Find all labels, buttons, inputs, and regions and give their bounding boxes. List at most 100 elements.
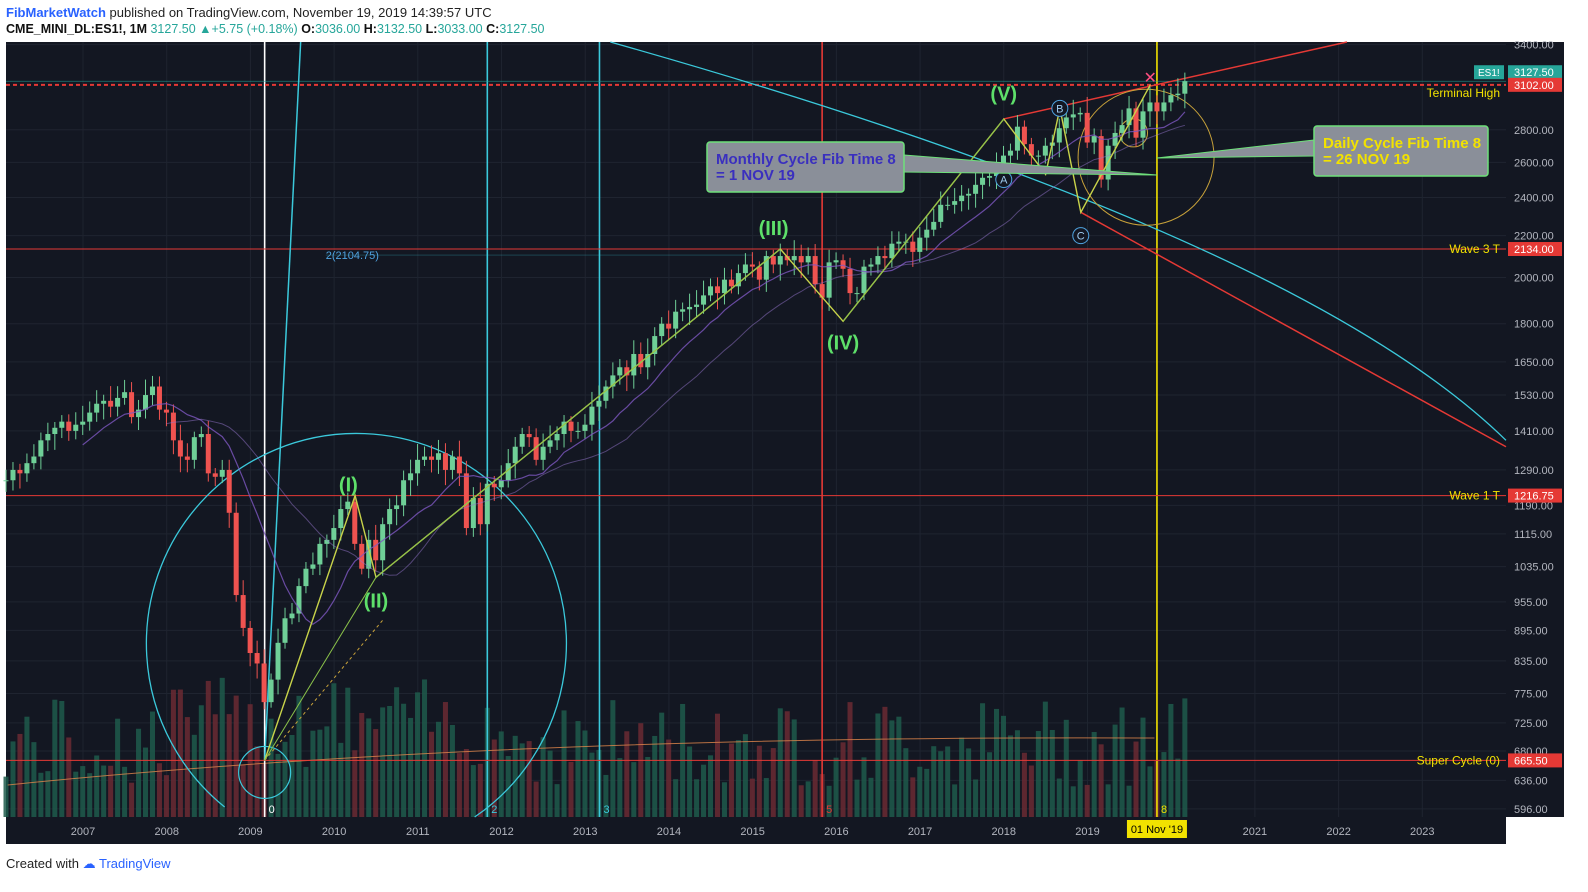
candle-body <box>422 456 428 460</box>
candle-body <box>1140 111 1146 138</box>
volume-bar <box>805 781 811 817</box>
candle-body <box>770 256 776 265</box>
volume-bar <box>233 695 239 817</box>
candle-body <box>603 386 609 401</box>
candle-body <box>415 459 421 474</box>
volume-bars <box>3 677 1188 817</box>
volume-bar <box>1021 752 1027 817</box>
tradingview-link[interactable]: TradingView <box>99 856 171 871</box>
volume-bar <box>394 687 400 817</box>
candle-body <box>687 306 693 310</box>
candle-body <box>366 539 372 569</box>
callout-monthly-box <box>706 141 905 193</box>
volume-bar <box>1105 784 1111 817</box>
volume-bar <box>435 721 441 817</box>
author-link[interactable]: FibMarketWatch <box>6 5 106 20</box>
y-tick-label: 775.00 <box>1514 689 1548 701</box>
volume-bar <box>561 710 567 817</box>
volume-bar <box>645 756 651 817</box>
volume-bar <box>24 716 30 817</box>
candle-body <box>156 386 162 410</box>
candle-body <box>945 204 951 206</box>
candle-body <box>526 434 532 438</box>
wave-connector <box>842 118 1005 322</box>
wave-label: (III) <box>759 218 789 240</box>
volume-bar <box>540 737 546 817</box>
price-tag-value: 3102.00 <box>1514 80 1554 92</box>
candle-body <box>554 434 560 441</box>
fib-arc-cyan <box>610 41 1507 441</box>
volume-bar <box>1147 766 1153 817</box>
volume-bar <box>115 718 121 817</box>
volume-bar <box>129 782 135 817</box>
x-tick-label: 2007 <box>71 826 95 838</box>
open-value: 3036.00 <box>315 22 361 36</box>
volume-bar <box>1014 730 1020 817</box>
y-tick-label: 1190.00 <box>1514 500 1553 512</box>
candle-body <box>784 256 790 261</box>
candle-body <box>540 446 546 460</box>
candle-body <box>303 568 309 587</box>
candle-body <box>59 421 65 428</box>
axes-labels: 3400.00 2800.00 2600.00 2400.00 2200.00 2000.… <box>71 40 1562 838</box>
volume-bar <box>470 765 476 817</box>
price-axis[interactable] <box>1506 42 1564 817</box>
candle-body <box>289 613 295 619</box>
candle-body <box>1119 125 1125 133</box>
x-tick-label: 2008 <box>154 826 178 838</box>
tradingview-logo-icon: ☁ <box>82 856 96 871</box>
candle-body <box>763 256 769 280</box>
y-tick-label: 1650.00 <box>1514 357 1554 369</box>
volume-bar <box>463 748 469 817</box>
low-value: 3033.00 <box>437 22 483 36</box>
candle-body <box>721 279 727 294</box>
candle-body <box>484 483 490 525</box>
volume-bar <box>408 717 414 817</box>
candle-body <box>882 256 888 259</box>
candle-body <box>31 456 37 464</box>
volume-bar <box>994 708 1000 817</box>
candle-body <box>387 509 393 525</box>
candle-body <box>338 509 344 529</box>
candle-body <box>714 286 721 294</box>
y-tick-label: 3400.00 <box>1514 40 1554 52</box>
footer: Created with ☁ TradingView <box>6 856 171 872</box>
candle-body <box>561 421 567 435</box>
candle-body <box>847 268 853 294</box>
volume-bar <box>582 730 588 817</box>
callout-monthly-line1: Monthly Cycle Fib Time 8 <box>716 151 896 168</box>
volume-bar <box>219 677 225 817</box>
candle-body <box>163 409 169 413</box>
abc-label: A <box>1000 175 1008 187</box>
symbol-label[interactable]: CME_MINI_DL:ES1!, 1M <box>6 22 147 36</box>
candle-body <box>680 309 686 312</box>
volume-bar <box>826 785 832 817</box>
volume-bar <box>45 771 51 817</box>
fib-arc-large <box>145 432 568 818</box>
y-tick-label: 2800.00 <box>1514 125 1554 137</box>
volume-bar <box>666 739 672 817</box>
high-label: H: <box>363 22 377 36</box>
candle-body <box>191 437 197 460</box>
volume-bar <box>38 772 44 817</box>
callout-daily-line2: = 26 NOV 19 <box>1323 151 1410 168</box>
volume-bar <box>1112 724 1118 817</box>
candle-body <box>80 421 86 425</box>
candle-body <box>533 437 539 460</box>
candle-body <box>819 284 825 298</box>
candle-body <box>645 353 651 368</box>
x-tick-label: 2010 <box>322 826 346 838</box>
volume-bar <box>296 695 302 817</box>
volume-bar <box>505 756 511 817</box>
candle-body <box>1014 126 1020 151</box>
wave-connector <box>264 577 377 761</box>
candle-body <box>833 260 839 263</box>
volume-bar <box>1035 730 1041 817</box>
candle-body <box>1154 102 1160 112</box>
candle-body <box>401 480 407 506</box>
volume-bar <box>889 720 895 817</box>
time-axis[interactable] <box>6 817 1506 844</box>
x-tick-label: 2015 <box>740 826 764 838</box>
volume-bar <box>275 753 281 817</box>
